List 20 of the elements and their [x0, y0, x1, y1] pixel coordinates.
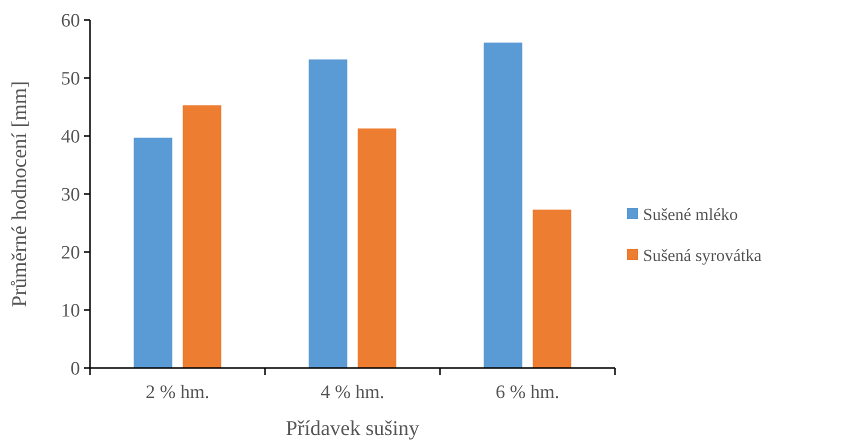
bar	[358, 128, 396, 368]
bar	[484, 42, 522, 368]
x-axis-title: Přídavek sušiny	[286, 416, 420, 440]
y-tick-label: 20	[61, 242, 80, 264]
y-axis-title: Průměrné hodnocení [mm]	[7, 80, 31, 308]
bar	[134, 138, 172, 368]
y-tick-label: 30	[61, 184, 80, 206]
y-tick-label: 0	[70, 358, 80, 380]
x-tick-label: 6 % hm.	[496, 382, 560, 403]
legend-label: Sušené mléko	[643, 204, 738, 224]
bar	[182, 105, 222, 368]
x-tick-label: 2 % hm.	[146, 382, 210, 403]
legend-label: Sušená syrovátka	[643, 246, 762, 265]
bar	[308, 59, 348, 368]
y-tick-label: 50	[61, 68, 80, 90]
y-tick-label: 40	[61, 126, 80, 148]
bar	[532, 210, 572, 368]
y-tick-label: 10	[61, 300, 80, 322]
y-tick-label: 60	[61, 10, 80, 32]
x-tick-label: 4 % hm.	[320, 382, 384, 403]
